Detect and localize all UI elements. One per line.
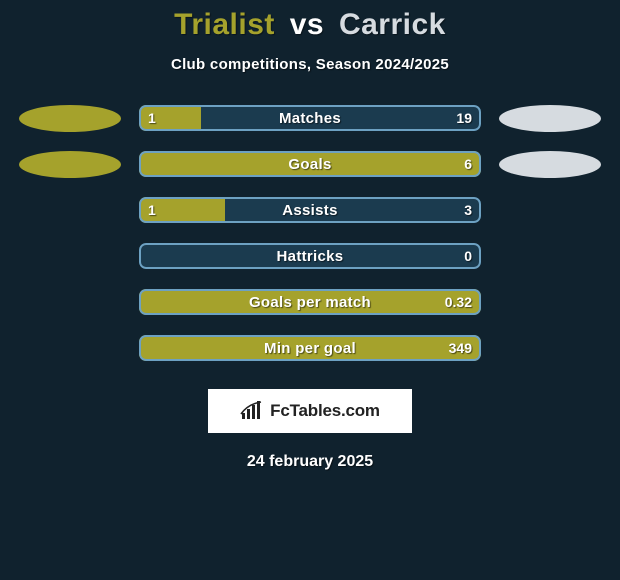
stat-label: Min per goal bbox=[139, 335, 481, 361]
stat-row: Hattricks0 bbox=[0, 243, 620, 269]
stat-label: Goals bbox=[139, 151, 481, 177]
stat-value-player2: 19 bbox=[447, 105, 481, 131]
brand-text: FcTables.com bbox=[270, 401, 380, 421]
player1-ellipse bbox=[19, 105, 121, 132]
stat-value-player1: 1 bbox=[139, 105, 165, 131]
comparison-infographic: Trialist vs Carrick Club competitions, S… bbox=[0, 0, 620, 471]
stat-row: Goals per match0.32 bbox=[0, 289, 620, 315]
stat-value-player2: 349 bbox=[440, 335, 481, 361]
stat-value-player1: 1 bbox=[139, 197, 165, 223]
stat-label: Matches bbox=[139, 105, 481, 131]
date: 24 february 2025 bbox=[0, 453, 620, 471]
title: Trialist vs Carrick bbox=[0, 8, 620, 42]
brand-badge: FcTables.com bbox=[208, 389, 412, 433]
stat-bar: Assists1 3 bbox=[139, 197, 481, 223]
stat-value-player2: 0 bbox=[455, 243, 481, 269]
stat-row: Matches1 19 bbox=[0, 105, 620, 131]
stat-value-player2: 6 bbox=[455, 151, 481, 177]
stat-bar: Matches1 19 bbox=[139, 105, 481, 131]
stat-bar: Goals per match0.32 bbox=[139, 289, 481, 315]
stat-rows: Matches119Goals6Assists13Hattricks0Goals… bbox=[0, 105, 620, 361]
subtitle: Club competitions, Season 2024/2025 bbox=[0, 56, 620, 73]
player1-ellipse bbox=[19, 151, 121, 178]
stat-label: Goals per match bbox=[139, 289, 481, 315]
stat-value-player2: 3 bbox=[455, 197, 481, 223]
stat-bar: Goals6 bbox=[139, 151, 481, 177]
stat-row: Goals6 bbox=[0, 151, 620, 177]
stat-label: Assists bbox=[139, 197, 481, 223]
title-player1: Trialist bbox=[174, 8, 275, 41]
stat-value-player2: 0.32 bbox=[436, 289, 481, 315]
title-vs: vs bbox=[290, 8, 324, 41]
stat-row: Assists1 3 bbox=[0, 197, 620, 223]
stat-row: Min per goal349 bbox=[0, 335, 620, 361]
title-player2: Carrick bbox=[339, 8, 446, 41]
brand-chart-icon bbox=[240, 401, 264, 421]
player2-ellipse bbox=[499, 105, 601, 132]
stat-bar: Hattricks0 bbox=[139, 243, 481, 269]
stat-label: Hattricks bbox=[139, 243, 481, 269]
player2-ellipse bbox=[499, 151, 601, 178]
stat-bar: Min per goal349 bbox=[139, 335, 481, 361]
